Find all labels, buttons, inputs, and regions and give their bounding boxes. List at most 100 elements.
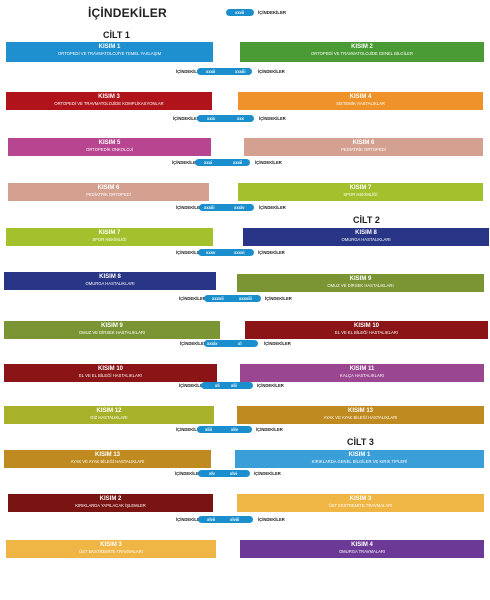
toc-label: İÇİNDEKİLER xyxy=(172,160,199,165)
section-bar[interactable]: KISIM 3 ÜST EKSTREMİTE TRAVMALARI xyxy=(6,540,216,558)
section-number: KISIM 4 xyxy=(351,542,373,548)
toc-label: İÇİNDEKİLER xyxy=(180,341,207,346)
section-title: SPOR HEKİMLİĞİ xyxy=(92,237,127,242)
toc-label: İÇİNDEKİLER xyxy=(176,517,203,522)
section-number: KISIM 11 xyxy=(349,366,375,372)
toc-page-end: xxx xyxy=(237,116,244,121)
toc-label: İÇİNDEKİLER xyxy=(173,116,200,121)
section-bar[interactable]: KISIM 13 AYAK VE AYAK BİLEĞİ HASTALIKLAR… xyxy=(237,406,484,424)
toc-page-start: xliii xyxy=(205,427,212,432)
section-bar[interactable]: KISIM 10 EL VE EL BİLEĞİ HASTALIKLARI xyxy=(4,364,217,382)
section-bar[interactable]: KISIM 13 AYAK VE AYAK BİLEĞİ HASTALIKLAR… xyxy=(4,450,211,468)
toc-row: İÇİNDEKİLER xxxvii xxxviii İÇİNDEKİLER xyxy=(0,295,490,303)
section-bar[interactable]: KISIM 11 KALÇA HASTALIKLARI xyxy=(240,364,484,382)
section-number: KISIM 12 xyxy=(96,408,122,414)
section-title: ORTOPEDİ VE TRAVMATOLOJİYE TEMEL YAKLAŞI… xyxy=(57,51,162,56)
toc-page-pill[interactable]: xxxii xxxiii xyxy=(197,68,252,75)
toc-label-after: İÇİNDEKİLER xyxy=(256,427,283,432)
section-bar[interactable]: KISIM 3 ORTOPEDİ VE TRAVMATOLOJİDE KOMPL… xyxy=(6,92,212,110)
section-number: KISIM 2 xyxy=(99,496,122,502)
section-title: PEDİATRİK ORTOPEDİ xyxy=(341,147,386,152)
toc-page-pill[interactable]: xxxi xxxii xyxy=(195,159,250,166)
toc-label-after: İÇİNDEKİLER xyxy=(259,116,286,121)
section-title: EL VE EL BİLEĞİ HASTALIKLARI xyxy=(79,373,142,378)
section-title: KIRIKLARDA GENEL BİLGİLER VE KIRIK TİPLE… xyxy=(311,459,408,464)
toc-label-after: İÇİNDEKİLER xyxy=(254,471,281,476)
toc-label: İÇİNDEKİLER xyxy=(176,69,203,74)
section-title: DİZ HASTALIKLARI xyxy=(90,415,128,420)
toc-page-pill[interactable]: xxix xxx xyxy=(197,115,254,122)
section-title: OMURGA HASTALIKLARI xyxy=(85,281,135,286)
toc-label: İÇİNDEKİLER xyxy=(176,427,203,432)
toc-row: İÇİNDEKİLER xxxii xxxiii İÇİNDEKİLER xyxy=(0,68,490,76)
toc-page-pill[interactable]: xxxiii xxxiv xyxy=(199,204,254,211)
section-bar[interactable]: KISIM 4 SİSTEMİK HASTALIKLAR xyxy=(238,92,483,110)
section-number: KISIM 6 xyxy=(352,140,375,146)
section-number: KISIM 6 xyxy=(97,185,120,191)
section-bar[interactable]: KISIM 12 DİZ HASTALIKLARI xyxy=(4,406,214,424)
section-bar[interactable]: KISIM 2 KIRIKLARDA YAPILACAK İŞLEMLER xyxy=(8,494,213,512)
toc-page-start: xli xyxy=(215,383,220,388)
section-bar[interactable]: KISIM 3 ÜST EKSTREMİTE TRAVMALARI xyxy=(237,494,484,512)
toc-page-pill[interactable]: xxxv xxxvi xyxy=(198,249,254,256)
volume-label-3: CİLT 3 xyxy=(347,437,374,447)
section-title: ORTOPEDİ VE TRAVMATOLOJİDE KOMPLİKASYONL… xyxy=(54,101,164,106)
toc-page-pill[interactable]: xlvii xlviii xyxy=(198,516,253,523)
section-bar[interactable]: KISIM 6 PEDİATRİK ORTOPEDİ xyxy=(244,138,483,156)
section-bar[interactable]: KISIM 7 SPOR HEKİMLİĞİ xyxy=(6,228,213,246)
toc-label: İÇİNDEKİLER xyxy=(175,471,202,476)
section-bar[interactable]: KISIM 1 ORTOPEDİ VE TRAVMATOLOJİYE TEMEL… xyxy=(6,42,213,62)
section-title: SİSTEMİK HASTALIKLAR xyxy=(336,101,385,106)
section-number: KISIM 3 xyxy=(98,94,120,100)
toc-label-after: İÇİNDEKİLER xyxy=(264,341,291,346)
toc-page-pill[interactable]: xlv xlvi xyxy=(198,470,250,477)
toc-page-pill[interactable]: xxxix xl xyxy=(204,340,258,347)
section-number: KISIM 10 xyxy=(97,366,123,372)
toc-row: İÇİNDEKİLER xxxi xxxii İÇİNDEKİLER xyxy=(0,159,490,167)
toc-page-end: xliv xyxy=(231,427,238,432)
toc-page-start: xlv xyxy=(209,471,215,476)
section-number: KISIM 3 xyxy=(100,542,122,548)
section-number: KISIM 5 xyxy=(98,140,121,146)
section-bar[interactable]: KISIM 6 PEDİATRİK ORTOPEDİ xyxy=(8,183,209,201)
toc-page-start: xxxvii xyxy=(212,296,224,301)
toc-label-after: İÇİNDEKİLER xyxy=(265,296,292,301)
page-title: İÇİNDEKİLER xyxy=(88,6,167,20)
section-bar[interactable]: KISIM 1 KIRIKLARDA GENEL BİLGİLER VE KIR… xyxy=(235,450,484,468)
toc-label: İÇİNDEKİLER xyxy=(176,205,203,210)
toc-page-end: xxxviii xyxy=(239,296,252,301)
section-bar[interactable]: KISIM 10 EL VE EL BİLEĞİ HASTALIKLARI xyxy=(245,321,488,339)
section-bar[interactable]: KISIM 7 SPOR HEKİMLİĞİ xyxy=(238,183,483,201)
section-bar[interactable]: KISIM 4 OMURGA TRAVMALARI xyxy=(240,540,484,558)
section-number: KISIM 7 xyxy=(349,185,372,191)
section-bar[interactable]: KISIM 8 OMURGA HASTALIKLARI xyxy=(4,272,216,290)
section-number: KISIM 13 xyxy=(94,452,120,458)
toc-label-after: İÇİNDEKİLER xyxy=(255,160,282,165)
toc-page-pill[interactable]: xli xlii xyxy=(201,382,253,389)
toc-page-pill[interactable]: xxxvii xxxviii xyxy=(204,295,261,302)
volume-label-1: CİLT 1 xyxy=(103,30,130,40)
toc-label-after: İÇİNDEKİLER xyxy=(257,383,284,388)
section-bar[interactable]: KISIM 8 OMURGA HASTALIKLARI xyxy=(243,228,489,246)
toc-page-start: xlvii xyxy=(207,517,216,522)
section-number: KISIM 4 xyxy=(349,94,372,100)
toc-row: İÇİNDEKİLER xxxv xxxvi İÇİNDEKİLER xyxy=(0,249,490,257)
toc-row: İÇİNDEKİLER xlv xlvi İÇİNDEKİLER xyxy=(0,470,490,478)
toc-page-pill[interactable]: xliii xliv xyxy=(197,426,252,433)
section-bar[interactable]: KISIM 2 ORTOPEDİ VE TRAVMATOLOJİDE GENEL… xyxy=(240,42,484,62)
section-number: KISIM 3 xyxy=(349,496,372,502)
toc-page-start: xxix xyxy=(207,116,216,121)
toc-page-start: xxxii xyxy=(206,69,216,74)
section-title: AYAK VE AYAK BİLEĞİ HASTALIKLARI xyxy=(323,415,398,420)
section-bar[interactable]: KISIM 9 OMUZ VE DİRSEK HASTALIKLARI xyxy=(237,274,484,292)
toc-row: İÇİNDEKİLER xlvii xlviii İÇİNDEKİLER xyxy=(0,516,490,524)
toc-label-after: İÇİNDEKİLER xyxy=(258,517,285,522)
section-bar[interactable]: KISIM 5 ORTOPEDİK ONKOLOJİ xyxy=(8,138,211,156)
volume-label-2: CİLT 2 xyxy=(353,215,380,225)
section-number: KISIM 9 xyxy=(101,323,123,329)
header-page-number: xxvii xyxy=(235,10,245,15)
toc-page-start: xxxix xyxy=(207,341,218,346)
section-number: KISIM 9 xyxy=(349,276,372,282)
section-bar[interactable]: KISIM 9 OMUZ VE DİRSEK HASTALIKLARI xyxy=(4,321,220,339)
section-title: ORTOPEDİK ONKOLOJİ xyxy=(86,147,133,152)
